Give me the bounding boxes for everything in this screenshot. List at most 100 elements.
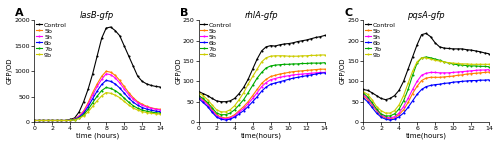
Control: [472, 50, 478, 52]
5b: [204, 103, 210, 105]
5b: [392, 117, 398, 119]
6b: [360, 97, 366, 99]
6b: [116, 87, 122, 89]
5h: [396, 112, 402, 114]
6b: [428, 85, 434, 86]
Control: [90, 73, 96, 75]
6b: [459, 80, 465, 82]
Y-axis label: GFP/OD: GFP/OD: [340, 58, 345, 85]
6b: [418, 89, 424, 90]
9b: [108, 92, 114, 94]
7b: [36, 120, 42, 121]
5b: [454, 74, 460, 76]
6b: [103, 79, 109, 81]
6b: [236, 113, 242, 115]
5b: [387, 118, 393, 120]
5b: [459, 74, 465, 76]
5h: [134, 102, 140, 104]
6b: [144, 108, 150, 110]
7b: [268, 65, 274, 67]
7b: [450, 63, 456, 65]
7b: [418, 57, 424, 59]
X-axis label: time(hours): time(hours): [406, 133, 446, 139]
5h: [436, 72, 442, 74]
6b: [272, 82, 278, 84]
7b: [382, 115, 388, 117]
9b: [360, 91, 366, 92]
9b: [134, 109, 140, 111]
9b: [304, 55, 310, 57]
5h: [49, 120, 55, 121]
Control: [85, 88, 91, 90]
9b: [232, 105, 237, 107]
9b: [67, 119, 73, 121]
7b: [62, 120, 68, 121]
7b: [360, 92, 366, 94]
7b: [428, 57, 434, 59]
5b: [400, 109, 406, 111]
Control: [130, 65, 136, 67]
6b: [369, 106, 375, 108]
Control: [152, 86, 158, 87]
9b: [245, 83, 251, 85]
6b: [196, 98, 202, 99]
Control: [103, 27, 109, 29]
5h: [126, 94, 132, 95]
5b: [369, 104, 375, 106]
Line: Control: Control: [362, 32, 490, 101]
7b: [317, 62, 323, 64]
6b: [268, 83, 274, 85]
5h: [36, 120, 42, 121]
5b: [414, 85, 420, 87]
5h: [294, 74, 300, 75]
Control: [31, 120, 37, 121]
9b: [40, 120, 46, 121]
5h: [308, 72, 314, 74]
5h: [232, 115, 237, 117]
Control: [49, 120, 55, 121]
5b: [382, 117, 388, 119]
6b: [222, 119, 228, 121]
9b: [482, 63, 488, 65]
Control: [258, 50, 264, 52]
6b: [44, 120, 51, 121]
9b: [214, 109, 220, 111]
6b: [432, 84, 438, 86]
Line: 6b: 6b: [362, 79, 490, 121]
5b: [464, 73, 469, 75]
9b: [112, 94, 118, 96]
Control: [436, 46, 442, 48]
9b: [98, 95, 104, 97]
7b: [459, 64, 465, 66]
5h: [148, 107, 154, 109]
Control: [312, 37, 318, 38]
Control: [286, 43, 292, 45]
6b: [482, 79, 488, 81]
5h: [441, 72, 447, 74]
6b: [218, 118, 224, 120]
9b: [308, 54, 314, 56]
9b: [374, 106, 380, 107]
5h: [240, 108, 246, 110]
5h: [477, 69, 483, 71]
Control: [369, 92, 375, 94]
7b: [44, 120, 51, 121]
5h: [459, 71, 465, 73]
5b: [214, 114, 220, 116]
6b: [450, 81, 456, 83]
Line: 5h: 5h: [33, 73, 162, 121]
6b: [67, 119, 73, 121]
Control: [204, 95, 210, 97]
9b: [387, 112, 393, 114]
6b: [299, 76, 305, 77]
6b: [36, 120, 42, 121]
9b: [423, 57, 429, 59]
9b: [276, 55, 282, 57]
6b: [157, 111, 163, 112]
6b: [240, 110, 246, 112]
Control: [396, 89, 402, 91]
7b: [67, 119, 73, 121]
5h: [214, 115, 220, 117]
5h: [468, 70, 474, 72]
5b: [62, 120, 68, 121]
